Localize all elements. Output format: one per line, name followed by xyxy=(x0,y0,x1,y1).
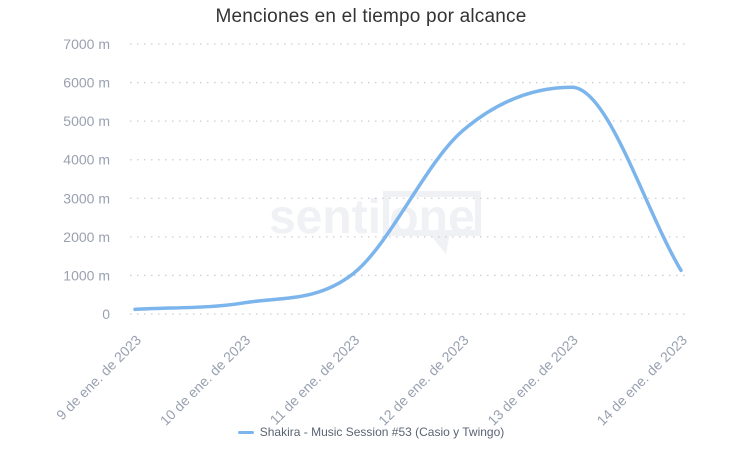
legend-line-swatch xyxy=(237,430,254,434)
y-axis-tick-label: 1000 m xyxy=(63,267,110,283)
x-axis-tick-label: 13 de ene. de 2023 xyxy=(484,332,581,429)
watermark-text-prefix: senti xyxy=(269,191,381,244)
y-axis-tick-label: 4000 m xyxy=(63,152,110,168)
y-axis-tick-label: 2000 m xyxy=(63,229,110,245)
legend-item[interactable]: Shakira - Music Session #53 (Casio y Twi… xyxy=(0,425,742,439)
y-axis-tick-label: 5000 m xyxy=(63,113,110,129)
watermark-text-boxed: one xyxy=(389,191,474,244)
x-axis-tick-label: 12 de ene. de 2023 xyxy=(375,332,472,429)
x-axis-tick-label: 14 de ene. de 2023 xyxy=(593,332,690,429)
x-axis-tick-label: 9 de ene. de 2023 xyxy=(53,332,144,423)
y-axis-tick-label: 3000 m xyxy=(63,190,110,206)
x-axis-tick-label: 10 de ene. de 2023 xyxy=(157,332,254,429)
x-axis-tick-label: 11 de ene. de 2023 xyxy=(267,332,363,428)
chart-title: Menciones en el tiempo por alcance xyxy=(215,6,527,27)
series-line[interactable] xyxy=(133,85,683,312)
legend-label: Shakira - Music Session #53 (Casio y Twi… xyxy=(259,425,505,439)
y-axis-tick-label: 6000 m xyxy=(63,75,110,91)
y-axis-tick-label: 0 xyxy=(102,306,110,322)
watermark-bubble-tail xyxy=(428,232,450,254)
y-axis-tick-label: 7000 m xyxy=(63,36,110,52)
